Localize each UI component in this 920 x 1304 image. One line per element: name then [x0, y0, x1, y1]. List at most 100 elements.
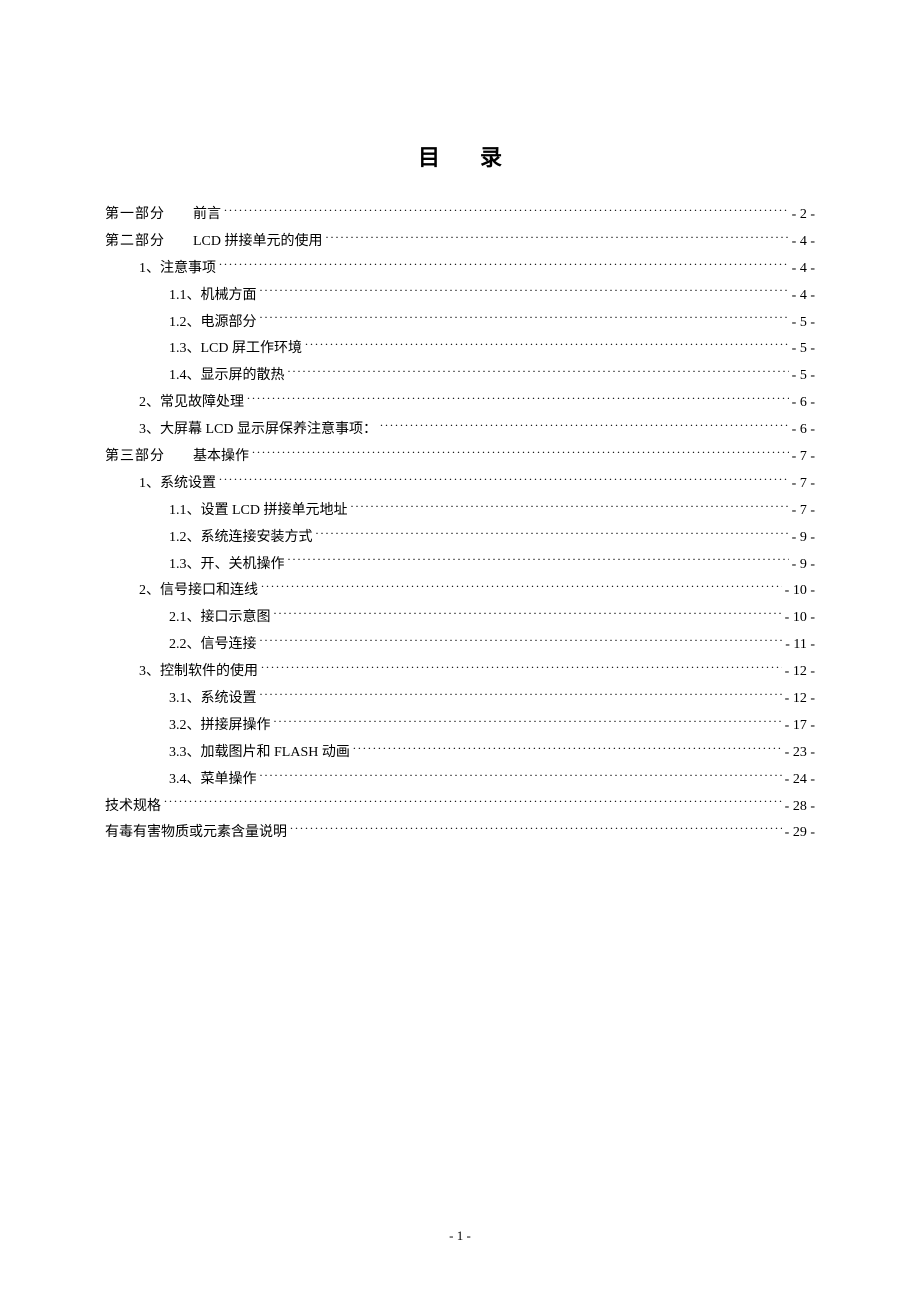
toc-entry-label: 3.2、拼接屏操作: [169, 713, 271, 739]
toc-entry-page: - 4 -: [792, 229, 815, 255]
toc-entry-label: 3.4、菜单操作: [169, 767, 257, 793]
toc-entry-page: - 11 -: [785, 632, 815, 658]
document-page: 目录 第一部分 前言- 2 -第二部分 LCD 拼接单元的使用 - 4 -1、注…: [0, 0, 920, 846]
toc-entry[interactable]: 技术规格 - 28 -: [105, 794, 815, 820]
toc-entry-page: - 12 -: [785, 659, 815, 685]
toc-entry-page: - 10 -: [785, 605, 815, 631]
toc-leader-dots: [260, 312, 789, 326]
toc-entry-label: 3、控制软件的使用: [139, 659, 258, 685]
toc-entry-page: - 29 -: [785, 820, 815, 846]
toc-leader-dots: [351, 500, 789, 514]
toc-entry[interactable]: 1.4、显示屏的散热 - 5 -: [105, 363, 815, 389]
toc-leader-dots: [260, 688, 782, 702]
toc-entry-page: - 7 -: [792, 471, 815, 497]
toc-leader-dots: [247, 392, 789, 406]
toc-entry-label: 1.2、系统连接安装方式: [169, 525, 313, 551]
toc-leader-dots: [260, 634, 783, 648]
toc-title: 目录: [105, 140, 815, 172]
toc-entry[interactable]: 2.2、信号连接 - 11 -: [105, 632, 815, 658]
page-footer: - 1 -: [0, 1228, 920, 1244]
toc-entry-page: - 7 -: [792, 498, 815, 524]
toc-entry-page: - 5 -: [792, 310, 815, 336]
toc-leader-dots: [288, 365, 789, 379]
toc-entry-page: - 6 -: [792, 390, 815, 416]
toc-entry-label: 第三部分: [105, 444, 165, 470]
toc-entry[interactable]: 3.2、拼接屏操作 - 17 -: [105, 713, 815, 739]
toc-entry[interactable]: 1、系统设置 - 7 -: [105, 471, 815, 497]
toc-entry-page: - 17 -: [785, 713, 815, 739]
toc-entry-page: - 12 -: [785, 686, 815, 712]
toc-entry[interactable]: 1.1、机械方面 - 4 -: [105, 283, 815, 309]
toc-entry-page: - 10 -: [785, 578, 815, 604]
toc-entry-label: 2、常见故障处理: [139, 390, 244, 416]
toc-leader-dots: [219, 473, 789, 487]
toc-entry-label: 有毒有害物质或元素含量说明: [105, 820, 287, 846]
toc-entry-page: - 4 -: [792, 283, 815, 309]
toc-entry-page: - 6 -: [792, 417, 815, 443]
toc-entry[interactable]: 1.1、设置 LCD 拼接单元地址 - 7 -: [105, 498, 815, 524]
toc-entry-subtitle: 基本操作: [193, 444, 249, 470]
toc-entry[interactable]: 3.3、加载图片和 FLASH 动画 - 23 -: [105, 740, 815, 766]
toc-entry[interactable]: 2、常见故障处理 - 6 -: [105, 390, 815, 416]
toc-entry[interactable]: 1.3、开、关机操作 - 9 -: [105, 552, 815, 578]
toc-entry-label: 第二部分: [105, 229, 165, 255]
toc-entry-page: - 2 -: [792, 202, 815, 228]
toc-entry-page: - 28 -: [785, 794, 815, 820]
toc-entry-label: 技术规格: [105, 794, 161, 820]
toc-entry[interactable]: 1、注意事项 - 4 -: [105, 256, 815, 282]
table-of-contents: 第一部分 前言- 2 -第二部分 LCD 拼接单元的使用 - 4 -1、注意事项…: [105, 202, 815, 846]
toc-entry-label: 1、系统设置: [139, 471, 216, 497]
toc-leader-dots: [224, 204, 789, 218]
toc-entry[interactable]: 2.1、接口示意图 - 10 -: [105, 605, 815, 631]
toc-leader-dots: [290, 822, 782, 836]
toc-entry-spacer: [165, 229, 193, 255]
toc-entry-spacer: [165, 202, 193, 228]
toc-entry[interactable]: 1.3、LCD 屏工作环境 - 5 -: [105, 336, 815, 362]
toc-entry[interactable]: 2、信号接口和连线 - 10 -: [105, 578, 815, 604]
toc-entry[interactable]: 3.1、系统设置 - 12 -: [105, 686, 815, 712]
toc-leader-dots: [260, 285, 789, 299]
toc-entry-subtitle: LCD 拼接单元的使用: [193, 229, 323, 255]
toc-entry-label: 2、信号接口和连线: [139, 578, 258, 604]
toc-leader-dots: [164, 796, 782, 810]
toc-entry[interactable]: 第一部分 前言- 2 -: [105, 202, 815, 228]
toc-leader-dots: [316, 527, 789, 541]
toc-entry[interactable]: 3、大屏幕 LCD 显示屏保养注意事项： - 6 -: [105, 417, 815, 443]
toc-entry[interactable]: 第二部分 LCD 拼接单元的使用 - 4 -: [105, 229, 815, 255]
toc-leader-dots: [326, 231, 789, 245]
toc-entry-subtitle: 前言: [193, 202, 221, 228]
toc-entry-page: - 9 -: [792, 552, 815, 578]
toc-entry-page: - 24 -: [785, 767, 815, 793]
toc-entry-label: 1.3、开、关机操作: [169, 552, 285, 578]
toc-entry-label: 1.4、显示屏的散热: [169, 363, 285, 389]
toc-entry-page: - 4 -: [792, 256, 815, 282]
toc-entry-page: - 5 -: [792, 336, 815, 362]
toc-entry-label: 1、注意事项: [139, 256, 216, 282]
toc-entry-page: - 7 -: [792, 444, 815, 470]
toc-entry-page: - 23 -: [785, 740, 815, 766]
toc-entry-label: 1.1、设置 LCD 拼接单元地址: [169, 498, 348, 524]
toc-leader-dots: [260, 769, 782, 783]
toc-entry[interactable]: 3、控制软件的使用 - 12 -: [105, 659, 815, 685]
toc-leader-dots: [261, 580, 782, 594]
toc-entry[interactable]: 第三部分 基本操作 - 7 -: [105, 444, 815, 470]
toc-entry[interactable]: 3.4、菜单操作 - 24 -: [105, 767, 815, 793]
toc-entry-spacer: [165, 444, 193, 470]
toc-leader-dots: [261, 661, 782, 675]
toc-entry-label: 2.2、信号连接: [169, 632, 257, 658]
toc-leader-dots: [353, 742, 782, 756]
toc-entry-page: - 9 -: [792, 525, 815, 551]
toc-leader-dots: [274, 715, 782, 729]
toc-leader-dots: [288, 554, 789, 568]
toc-entry-label: 1.2、电源部分: [169, 310, 257, 336]
toc-leader-dots: [380, 419, 789, 433]
toc-entry-label: 1.3、LCD 屏工作环境: [169, 336, 302, 362]
toc-entry-label: 3.1、系统设置: [169, 686, 257, 712]
toc-entry-label: 3、大屏幕 LCD 显示屏保养注意事项：: [139, 417, 377, 443]
toc-leader-dots: [305, 338, 789, 352]
toc-entry[interactable]: 1.2、电源部分 - 5 -: [105, 310, 815, 336]
toc-leader-dots: [274, 607, 782, 621]
toc-leader-dots: [252, 446, 789, 460]
toc-entry[interactable]: 有毒有害物质或元素含量说明 - 29 -: [105, 820, 815, 846]
toc-entry[interactable]: 1.2、系统连接安装方式 - 9 -: [105, 525, 815, 551]
